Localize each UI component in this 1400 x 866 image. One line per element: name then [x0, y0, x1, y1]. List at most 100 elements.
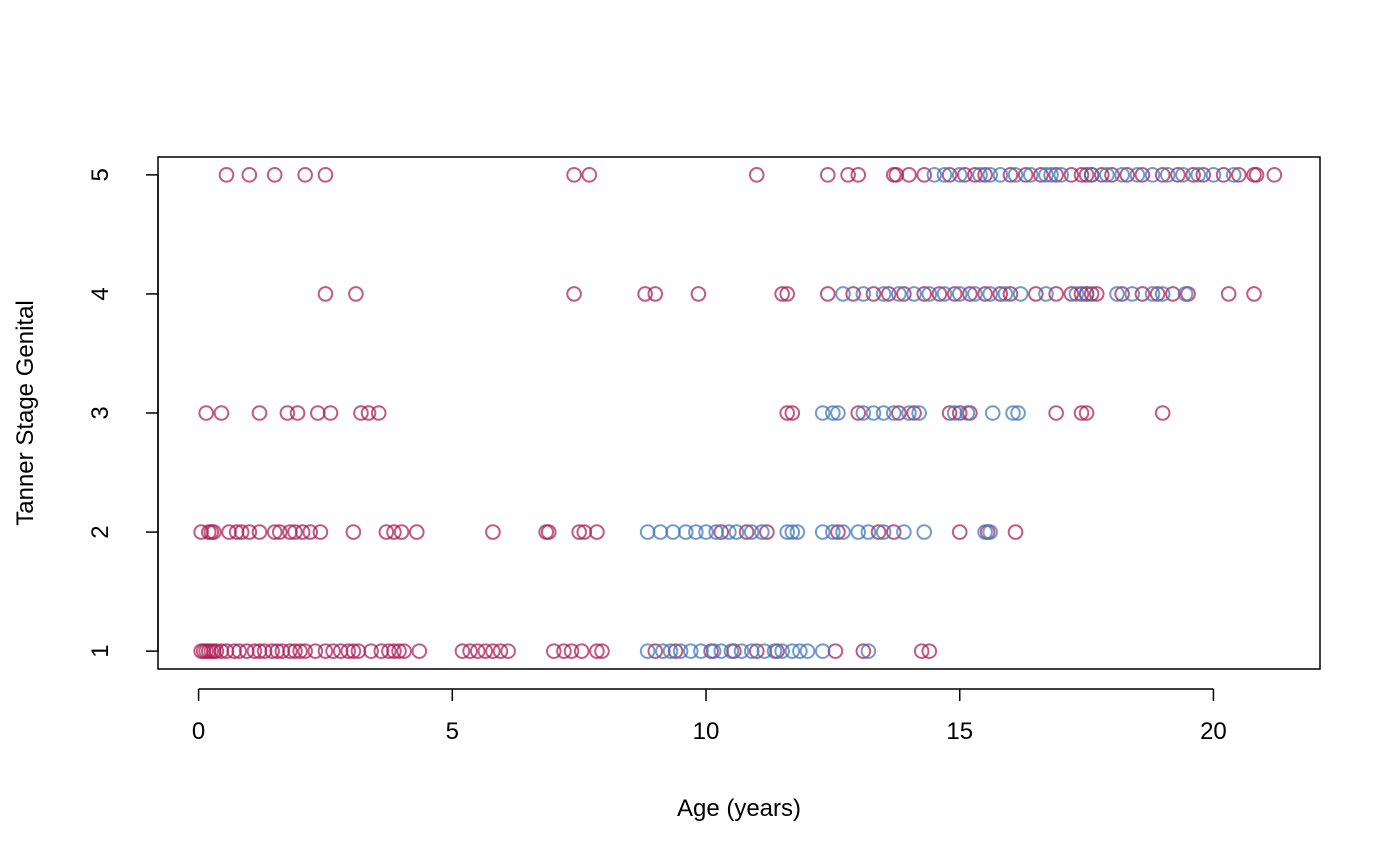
data-point-series-2 — [754, 524, 770, 540]
data-point-series-1 — [1114, 286, 1130, 302]
data-point-series-1 — [1170, 167, 1186, 183]
data-point-series-2 — [779, 524, 796, 540]
data-point-series-2 — [1159, 167, 1176, 183]
data-point-series-1 — [378, 524, 395, 540]
data-point-series-2 — [875, 524, 892, 540]
data-point-series-2 — [784, 643, 801, 659]
data-point-series-2 — [721, 524, 737, 540]
data-point-series-1 — [992, 286, 1009, 302]
data-point-series-1 — [408, 524, 425, 540]
data-point-series-1 — [545, 643, 562, 659]
data-point-series-2 — [677, 524, 694, 540]
data-point-series-2 — [891, 286, 907, 302]
data-point-series-1 — [241, 167, 258, 183]
data-point-series-1 — [921, 643, 938, 659]
data-point-series-1 — [381, 643, 397, 659]
data-point-series-1 — [287, 524, 303, 540]
data-point-series-2 — [830, 405, 846, 421]
data-point-series-1 — [901, 167, 917, 183]
data-point-series-2 — [865, 405, 882, 421]
data-point-series-1 — [967, 167, 983, 183]
data-point-series-2 — [1010, 405, 1026, 421]
data-point-series-1 — [386, 643, 402, 659]
data-point-series-2 — [655, 643, 671, 659]
data-point-series-1 — [317, 167, 334, 183]
data-point-series-2 — [1154, 286, 1171, 302]
data-point-series-1 — [819, 167, 836, 183]
data-point-series-1 — [916, 167, 933, 183]
data-point-series-2 — [982, 524, 998, 540]
data-point-series-2 — [835, 524, 851, 540]
data-point-series-2 — [1109, 286, 1125, 302]
data-point-series-2 — [799, 643, 816, 659]
data-point-series-2 — [1124, 286, 1141, 302]
data-point-series-2 — [1099, 167, 1115, 183]
data-point-series-2 — [921, 286, 938, 302]
data-point-series-1 — [1048, 405, 1064, 421]
y-axis-label: Tanner Stage Genital — [12, 300, 39, 525]
data-point-series-1 — [411, 643, 428, 659]
data-point-series-2 — [723, 643, 740, 659]
data-point-series-2 — [1043, 167, 1059, 183]
data-point-series-1 — [951, 524, 968, 540]
data-point-series-1 — [1073, 405, 1090, 421]
data-point-series-1 — [393, 524, 410, 540]
data-point-series-2 — [1038, 286, 1054, 302]
data-point-series-2 — [766, 643, 783, 659]
data-point-series-1 — [1063, 286, 1080, 302]
data-point-series-1 — [1154, 167, 1171, 183]
data-point-series-1 — [492, 643, 509, 659]
data-point-series-1 — [1083, 286, 1100, 302]
data-point-series-2 — [1083, 167, 1100, 183]
data-point-series-1 — [885, 524, 902, 540]
data-point-series-1 — [556, 643, 572, 659]
data-point-series-2 — [855, 405, 872, 421]
data-point-series-1 — [738, 524, 755, 540]
data-point-series-1 — [896, 286, 912, 302]
data-point-series-1 — [500, 643, 516, 659]
data-point-series-1 — [241, 524, 258, 540]
data-point-series-1 — [370, 405, 387, 421]
data-point-series-2 — [896, 524, 912, 540]
data-point-series-1 — [1266, 167, 1283, 183]
data-point-series-1 — [647, 286, 664, 302]
data-point-series-1 — [850, 167, 867, 183]
data-point-series-2 — [982, 286, 998, 302]
x-tick-label: 0 — [192, 718, 205, 745]
data-point-series-2 — [698, 524, 714, 540]
data-point-series-2 — [713, 643, 730, 659]
data-point-series-1 — [830, 524, 846, 540]
data-point-series-1 — [251, 405, 268, 421]
data-point-series-1 — [941, 405, 958, 421]
data-point-series-1 — [231, 643, 247, 659]
plot-frame — [157, 156, 1321, 670]
data-point-series-1 — [363, 643, 379, 659]
data-point-series-2 — [756, 643, 773, 659]
data-point-series-1 — [279, 405, 296, 421]
data-point-series-1 — [941, 167, 958, 183]
data-point-series-1 — [386, 524, 402, 540]
data-point-series-1 — [1119, 167, 1135, 183]
data-point-series-1 — [251, 524, 268, 540]
data-point-series-1 — [566, 167, 582, 183]
data-point-series-2 — [1005, 405, 1021, 421]
data-point-series-1 — [865, 286, 882, 302]
data-point-series-2 — [814, 405, 831, 421]
data-point-series-1 — [206, 524, 222, 540]
data-point-series-1 — [396, 643, 412, 659]
data-point-series-2 — [967, 286, 983, 302]
data-point-series-2 — [860, 524, 877, 540]
data-point-series-2 — [1022, 167, 1039, 183]
data-point-series-1 — [1002, 167, 1019, 183]
data-point-series-1 — [485, 524, 501, 540]
data-point-series-1 — [1028, 286, 1044, 302]
data-point-series-2 — [1190, 167, 1207, 183]
data-point-series-1 — [271, 524, 288, 540]
data-point-series-2 — [951, 167, 968, 183]
data-point-series-1 — [477, 643, 494, 659]
data-point-series-2 — [665, 524, 681, 540]
data-point-series-1 — [827, 643, 844, 659]
data-point-series-1 — [1149, 286, 1166, 302]
data-point-series-2 — [1144, 286, 1161, 302]
data-point-series-1 — [779, 405, 796, 421]
